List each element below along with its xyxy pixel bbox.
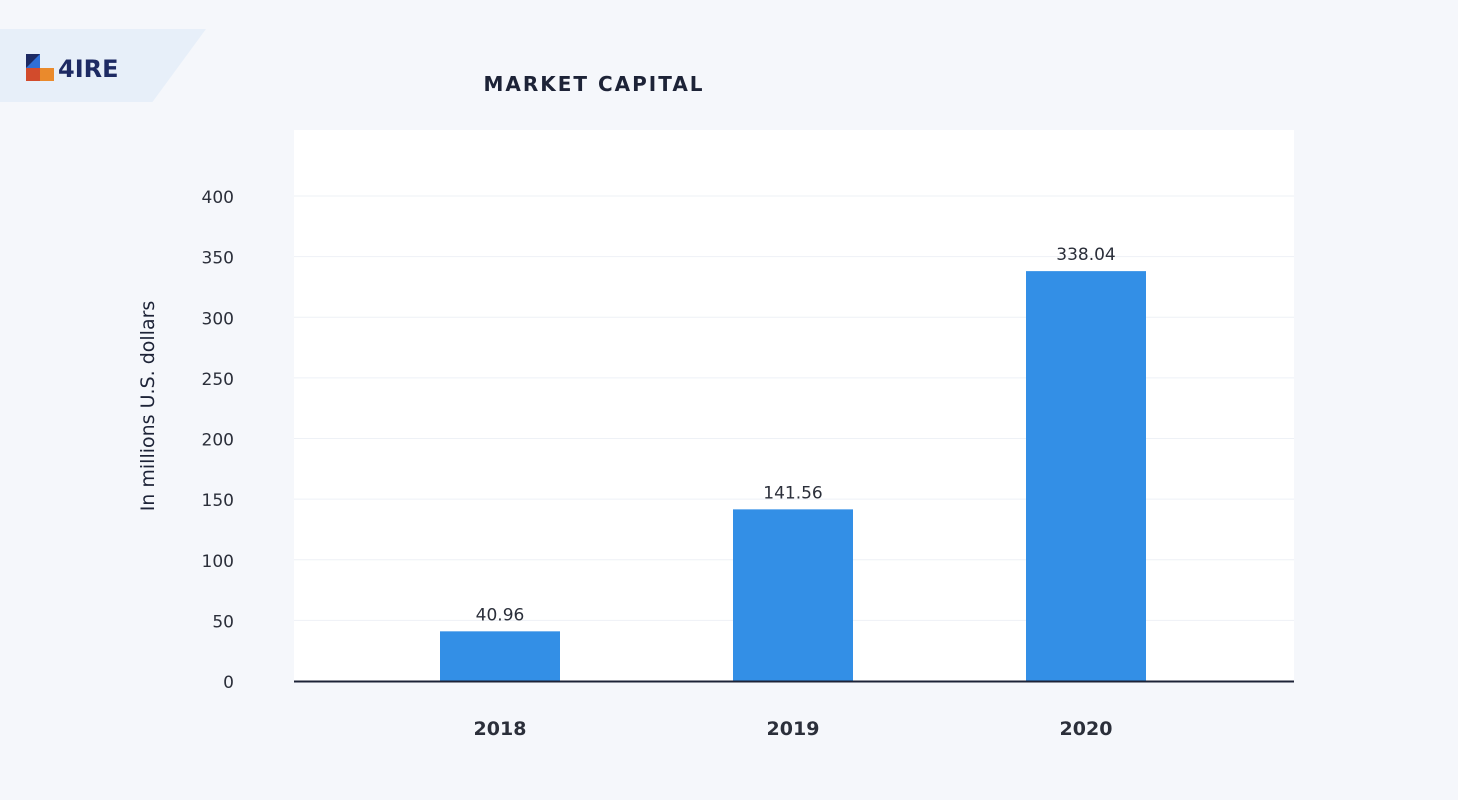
x-tick-label: 2018 <box>474 718 527 740</box>
logo-text: 4IRE <box>58 55 119 83</box>
data-label: 40.96 <box>476 605 525 625</box>
y-tick-label: 150 <box>202 491 234 511</box>
y-tick-label: 350 <box>202 249 234 269</box>
y-tick-label: 50 <box>212 612 234 632</box>
y-tick-label: 100 <box>202 552 234 572</box>
data-labels: 40.96 141.56 338.04 <box>476 245 1116 625</box>
y-axis-title: In millions U.S. dollars <box>137 301 159 512</box>
bar <box>1026 271 1146 681</box>
y-tick-label: 250 <box>202 370 234 390</box>
x-axis-ticks: 2018 2019 2020 <box>474 718 1113 740</box>
company-logo: 4IRE <box>26 54 119 83</box>
data-label: 338.04 <box>1056 245 1115 265</box>
data-label: 141.56 <box>763 483 822 503</box>
bar <box>733 509 853 681</box>
x-tick-label: 2020 <box>1060 718 1113 740</box>
chart-title: MARKET CAPITAL <box>483 72 705 96</box>
bar <box>440 631 560 681</box>
y-tick-label: 200 <box>202 431 234 451</box>
y-tick-label: 400 <box>202 188 234 208</box>
logo-mark-icon <box>26 54 54 81</box>
y-axis-ticks: 0 50 100 150 200 250 300 350 400 <box>202 188 234 693</box>
y-tick-label: 300 <box>202 309 234 329</box>
bars <box>440 271 1146 681</box>
x-tick-label: 2019 <box>767 718 820 740</box>
y-tick-label: 0 <box>223 673 234 693</box>
